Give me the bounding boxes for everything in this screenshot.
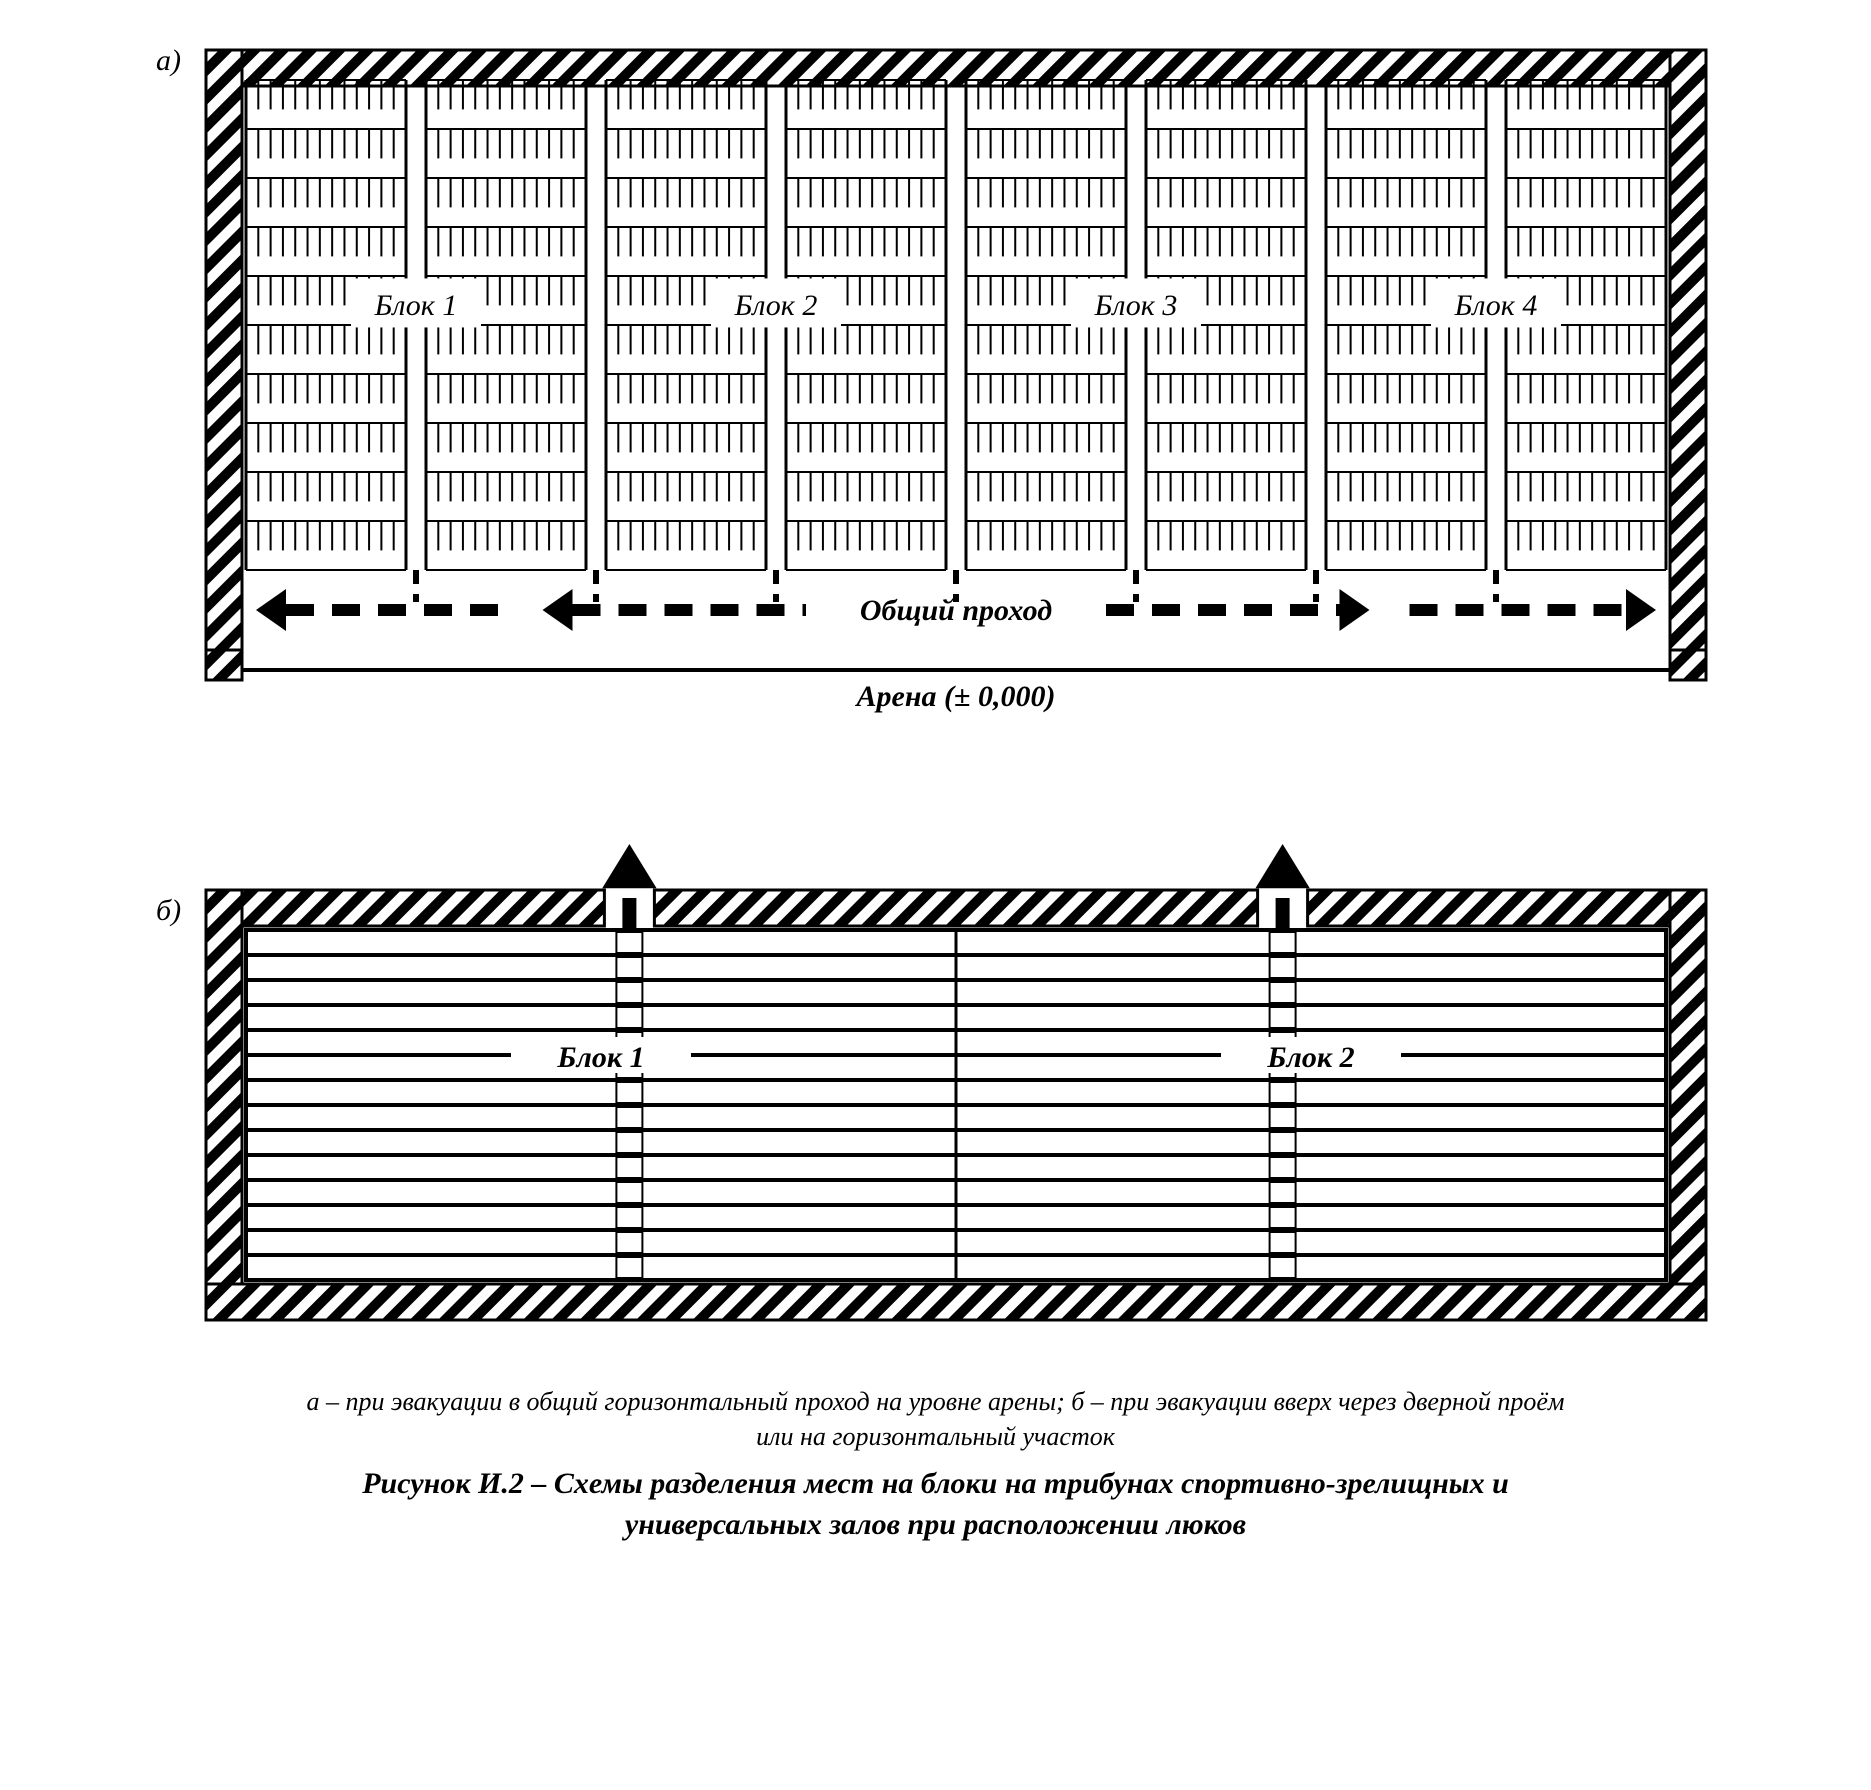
svg-text:Общий проход: Общий проход bbox=[859, 594, 1051, 627]
svg-text:Блок 2: Блок 2 bbox=[733, 289, 817, 322]
svg-text:а): а) bbox=[156, 44, 181, 77]
diagram-b: б) Блок 1 Блок 2 bbox=[136, 830, 1736, 1370]
caption-note: а – при эвакуации в общий горизонтальный… bbox=[20, 1384, 1851, 1454]
svg-text:б): б) bbox=[156, 894, 181, 927]
figure-container: а) Блок 1 Блок 2 Блок 3 Блок 4 Общий проход Ар… bbox=[20, 20, 1851, 1545]
svg-text:Блок 2: Блок 2 bbox=[1266, 1041, 1354, 1074]
svg-text:Блок 1: Блок 1 bbox=[373, 289, 457, 322]
diagram-a: а) Блок 1 Блок 2 Блок 3 Блок 4 Общий проход Ар… bbox=[136, 20, 1736, 760]
svg-text:Арена (± 0,000): Арена (± 0,000) bbox=[854, 680, 1055, 713]
svg-text:Блок 3: Блок 3 bbox=[1093, 289, 1177, 322]
caption-title: Рисунок И.2 – Схемы разделения мест на б… bbox=[20, 1464, 1851, 1545]
svg-text:Блок 4: Блок 4 bbox=[1453, 289, 1537, 322]
svg-text:Блок 1: Блок 1 bbox=[556, 1041, 644, 1074]
